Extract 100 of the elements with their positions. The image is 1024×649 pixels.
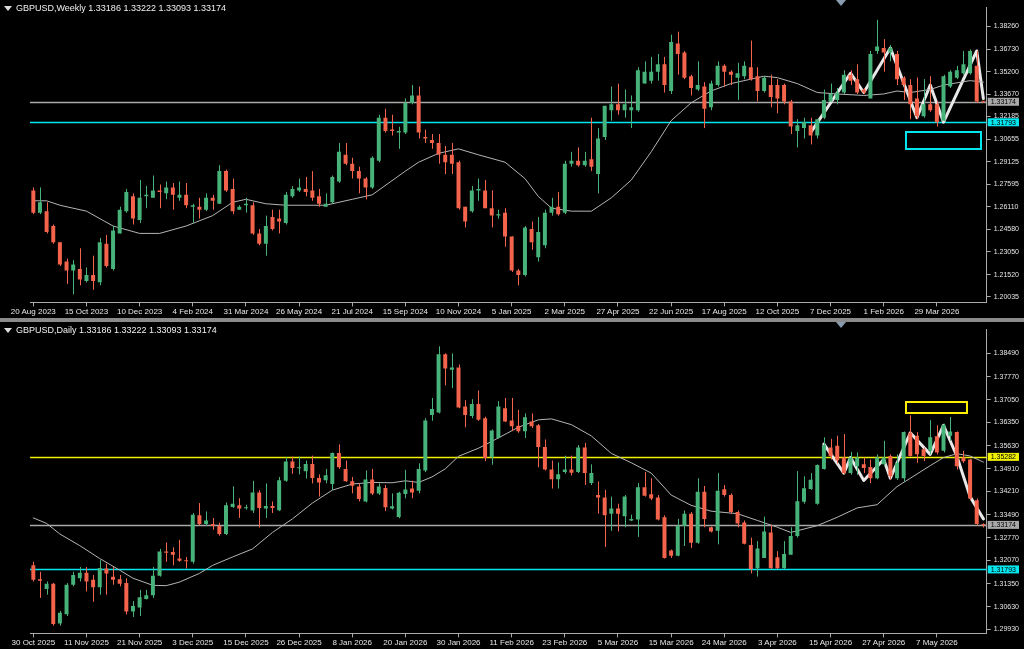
candlestick — [197, 502, 202, 526]
x-tick-label: 26 Dec 2025 — [276, 638, 323, 648]
candlestick — [157, 183, 162, 209]
candlestick — [443, 145, 448, 175]
candlestick — [436, 133, 441, 165]
candlestick — [303, 176, 308, 197]
candlestick — [596, 480, 601, 515]
candlestick — [722, 63, 727, 88]
x-tick-label: 11 Feb 2026 — [489, 638, 535, 648]
candlestick — [343, 459, 348, 483]
candlestick — [150, 566, 155, 599]
candlestick — [821, 436, 826, 471]
candlestick — [350, 157, 355, 180]
candlestick — [150, 175, 155, 199]
candlestick — [429, 397, 434, 422]
candlestick — [602, 489, 607, 548]
candlestick — [91, 574, 96, 603]
candlestick — [310, 170, 315, 202]
x-tick-label: 30 Oct 2025 — [11, 638, 56, 648]
candlestick — [855, 451, 860, 476]
chart-title: GBPUSD,Weekly 1.33186 1.33222 1.33093 1.33174 — [16, 3, 226, 13]
candlestick — [895, 453, 899, 481]
candlestick — [569, 455, 574, 476]
candlestick — [615, 83, 620, 116]
candlestick — [928, 419, 933, 455]
candlestick — [483, 179, 488, 209]
candlestick — [708, 80, 713, 111]
candlestick — [263, 482, 268, 519]
candlestick — [343, 142, 348, 166]
x-tick-label: 31 Mar 2024 — [223, 307, 269, 317]
candlestick — [908, 414, 913, 458]
candlestick — [190, 203, 195, 224]
x-tick-label: 20 Jan 2026 — [383, 638, 428, 648]
candlestick — [310, 455, 315, 484]
x-tick-label: 30 Jan 2026 — [436, 638, 482, 648]
candlestick — [649, 56, 654, 85]
candlestick — [503, 397, 508, 423]
candlestick — [609, 86, 614, 122]
candlestick — [197, 197, 202, 220]
x-tick-label: 27 Apr 2026 — [862, 638, 906, 648]
candlestick — [695, 60, 700, 92]
candlestick — [748, 40, 753, 82]
candlestick — [649, 477, 654, 501]
candlestick — [782, 83, 787, 105]
candlestick — [383, 108, 388, 134]
candlestick — [476, 389, 481, 422]
x-tick-label: 1 Feb 2026 — [863, 307, 905, 317]
candlestick — [549, 459, 554, 490]
candlestick — [828, 438, 833, 461]
candlestick — [396, 126, 401, 150]
candlestick — [250, 480, 255, 514]
candlestick — [509, 397, 514, 432]
candlestick — [164, 541, 169, 563]
candlestick — [529, 221, 534, 251]
candlestick — [888, 453, 893, 481]
candlestick — [655, 494, 660, 521]
candlestick — [31, 561, 36, 582]
candlestick — [536, 423, 541, 468]
candlestick — [928, 75, 933, 113]
candlestick — [37, 571, 42, 599]
candlestick — [277, 209, 282, 234]
candlestick — [702, 81, 707, 129]
x-tick-label: 7 May 2026 — [915, 638, 959, 648]
candlestick — [622, 494, 627, 528]
candlestick — [356, 166, 361, 194]
x-tick-label: 17 Aug 2025 — [701, 307, 748, 317]
candlestick — [170, 546, 175, 566]
x-tick-label: 8 Jan 2026 — [332, 638, 373, 648]
x-tick-label: 10 Dec 2023 — [116, 307, 163, 317]
candlestick — [463, 399, 468, 428]
candlestick — [137, 179, 142, 224]
candlestick — [170, 182, 175, 211]
x-tick-label: 7 Dec 2025 — [810, 307, 852, 317]
candlestick — [968, 48, 973, 76]
candlestick — [542, 439, 547, 471]
candlestick — [908, 78, 913, 120]
candlestick — [522, 412, 527, 439]
candlestick — [37, 186, 42, 215]
candlestick — [841, 433, 846, 476]
x-tick-label: 22 Jun 2025 — [649, 307, 694, 317]
candlestick — [489, 189, 494, 228]
candlestick — [410, 84, 415, 105]
x-tick-label: 2 Mar 2025 — [544, 307, 586, 317]
x-tick-label: 3 Apr 2026 — [758, 638, 798, 648]
x-tick-label: 15 Oct 2023 — [64, 307, 109, 317]
candlestick — [184, 556, 189, 570]
candlestick — [802, 117, 806, 139]
candlestick — [934, 100, 939, 128]
x-tick-label: 3 Dec 2025 — [172, 638, 214, 648]
candlestick — [655, 53, 660, 82]
candlestick — [416, 462, 421, 494]
candlestick — [642, 60, 647, 85]
x-tick-label: 29 Mar 2026 — [914, 307, 960, 317]
candlestick — [57, 241, 62, 267]
candlestick — [589, 117, 594, 172]
candlestick — [914, 77, 919, 120]
candlestick — [755, 66, 760, 102]
candlestick — [768, 74, 773, 108]
candlestick — [795, 118, 800, 148]
candlestick — [821, 89, 826, 120]
